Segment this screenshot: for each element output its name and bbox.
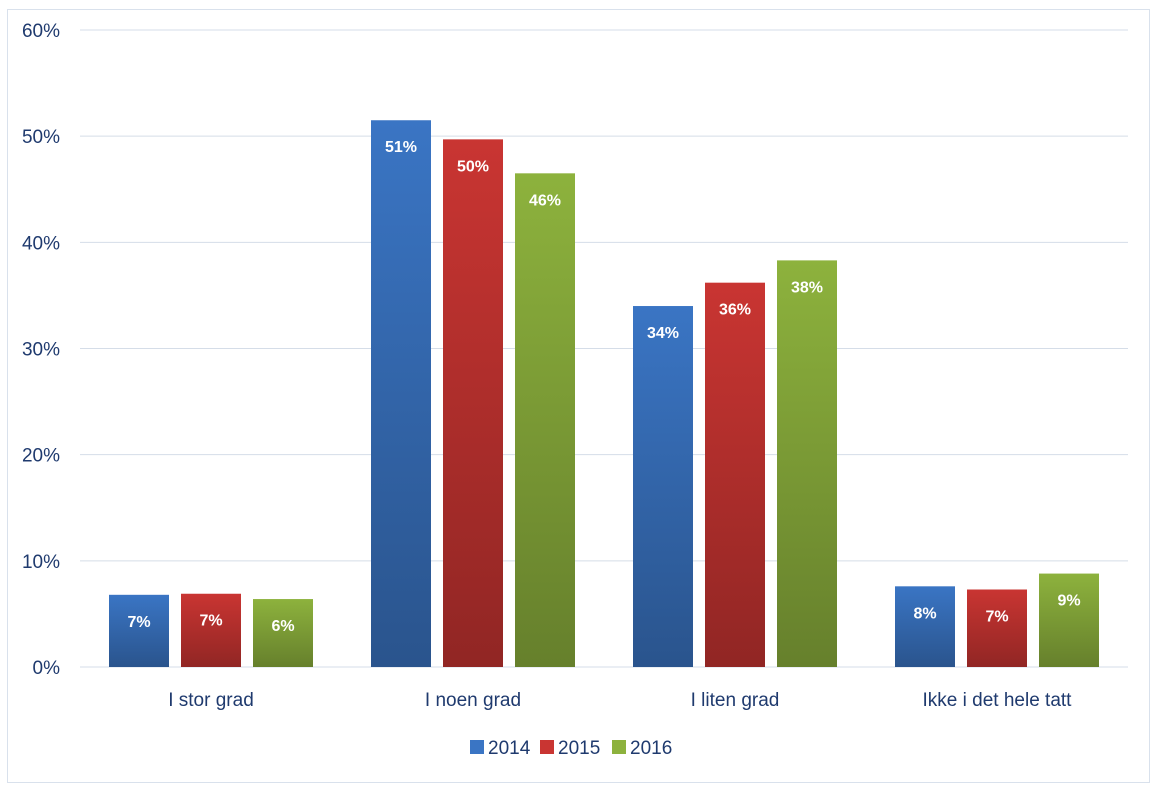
y-tick-label: 60% xyxy=(22,21,60,42)
category-label: I liten grad xyxy=(691,690,780,711)
y-tick-label: 10% xyxy=(22,552,60,573)
data-label: 34% xyxy=(647,325,679,342)
data-label: 6% xyxy=(271,618,294,635)
data-label: 46% xyxy=(529,192,561,209)
bar xyxy=(515,173,575,667)
data-label: 51% xyxy=(385,139,417,156)
data-labels: 7% 7% 6% 51% 50% 46% 34% 36% 38% 8% 7% 9% xyxy=(127,139,1080,635)
bar xyxy=(777,260,837,667)
gridlines xyxy=(80,29,1128,668)
bar xyxy=(967,589,1027,667)
y-tick-label: 30% xyxy=(22,340,60,361)
bar xyxy=(181,593,241,667)
y-axis-ticks: 0% 10% 20% 30% 40% 50% 60% xyxy=(22,21,60,679)
legend-label: 2016 xyxy=(630,738,672,759)
legend-label: 2014 xyxy=(488,738,531,759)
bars xyxy=(109,120,1099,667)
category-label: Ikke i det hele tatt xyxy=(923,690,1073,711)
bar xyxy=(1039,573,1099,667)
legend-swatch xyxy=(470,740,484,754)
category-label: I noen grad xyxy=(425,690,521,711)
y-tick-label: 0% xyxy=(33,658,61,679)
bar xyxy=(371,120,431,667)
data-label: 38% xyxy=(791,279,823,296)
legend-label: 2015 xyxy=(558,738,600,759)
y-tick-label: 50% xyxy=(22,127,60,148)
data-label: 7% xyxy=(985,608,1008,625)
y-tick-label: 40% xyxy=(22,233,60,254)
data-label: 50% xyxy=(457,158,489,175)
data-label: 9% xyxy=(1057,593,1080,610)
data-label: 36% xyxy=(719,302,751,319)
y-tick-label: 20% xyxy=(22,446,60,467)
data-label: 7% xyxy=(127,614,150,631)
bar xyxy=(705,282,765,667)
legend-swatch xyxy=(540,740,554,754)
bar xyxy=(895,586,955,667)
bar xyxy=(253,599,313,667)
category-label: I stor grad xyxy=(168,690,254,711)
data-label: 8% xyxy=(913,605,936,622)
legend: 2014 2015 2016 xyxy=(470,738,672,759)
legend-swatch xyxy=(612,740,626,754)
data-label: 7% xyxy=(199,613,222,630)
x-axis-categories: I stor grad I noen grad I liten grad Ikke i… xyxy=(168,690,1072,711)
bar xyxy=(109,594,169,667)
bar xyxy=(443,139,503,667)
bar xyxy=(633,306,693,667)
